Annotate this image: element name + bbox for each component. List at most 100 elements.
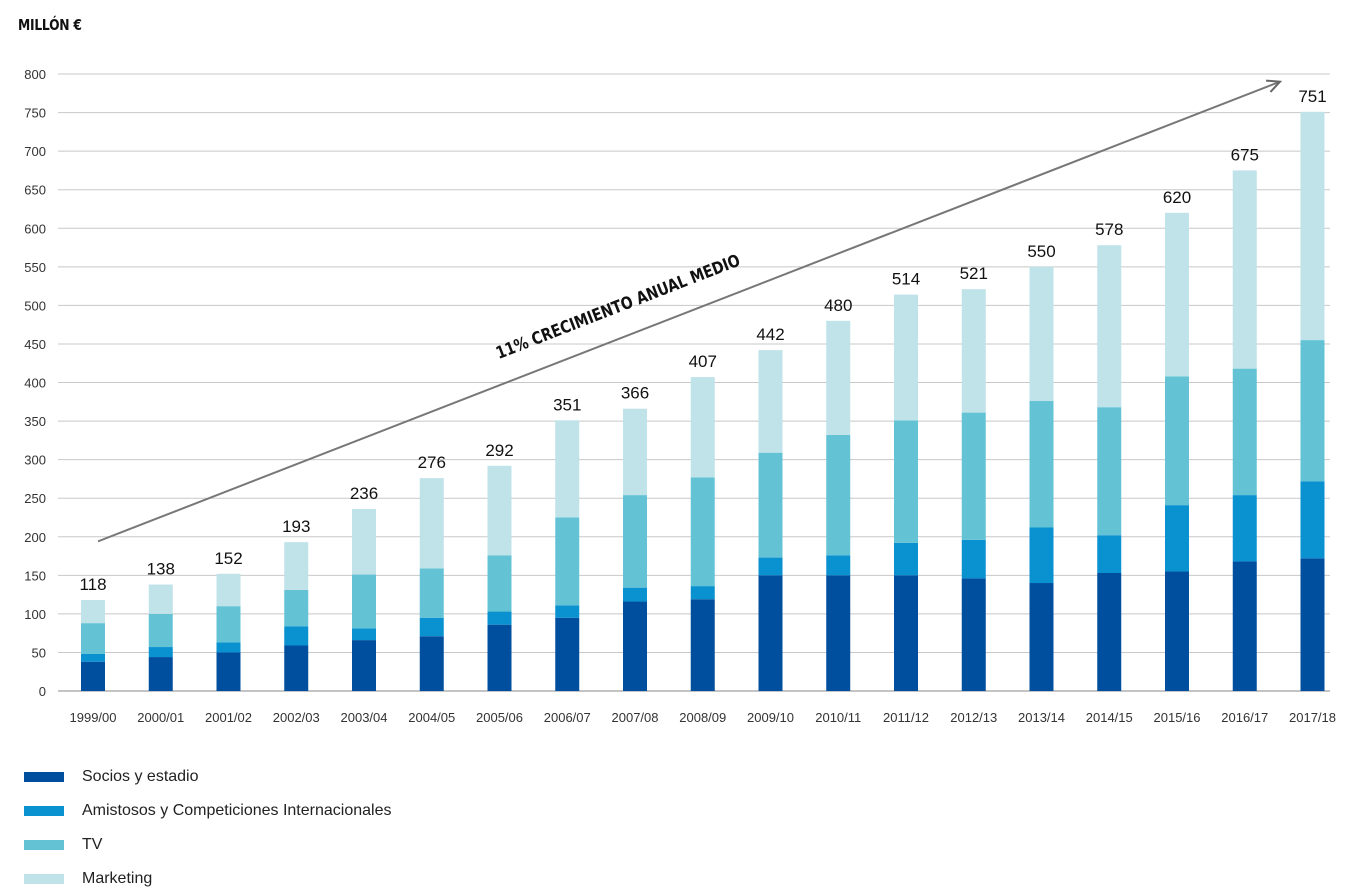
arrow-line [97, 80, 1281, 543]
legend-item: Marketing [24, 862, 391, 896]
legend-swatch [24, 772, 64, 782]
bar-segment [487, 465, 512, 556]
y-tick-label: 0 [39, 684, 46, 699]
bar-segment [690, 586, 715, 600]
y-tick-label: 600 [24, 221, 46, 236]
bar-segment [623, 587, 647, 602]
y-tick-label: 500 [24, 298, 46, 313]
bar-segment [1097, 245, 1122, 408]
bar-segment [284, 645, 309, 691]
bar-segment [284, 626, 309, 646]
bar-segment [419, 636, 444, 691]
total-label: 578 [1095, 220, 1123, 239]
bar-segment [352, 508, 376, 575]
bar-segment [419, 617, 444, 637]
bar-segment [487, 624, 512, 691]
x-tick-label: 2017/18 [1289, 710, 1336, 725]
bar-segment [284, 589, 309, 627]
x-tick-label: 2007/08 [612, 710, 659, 725]
bar-segment [961, 578, 986, 691]
bar-segment [1300, 111, 1325, 341]
bar-segment [352, 640, 376, 691]
x-tick-label: 2009/10 [747, 710, 794, 725]
x-tick-label: 2016/17 [1221, 710, 1268, 725]
legend-swatch [24, 874, 64, 884]
bar-segment [623, 408, 647, 496]
bar-segment [826, 320, 851, 435]
bar-segment [961, 412, 986, 540]
bar-segment [894, 542, 918, 576]
bar-segment [690, 377, 715, 478]
legend: Socios y estadio Amistosos y Competicione… [24, 760, 391, 896]
y-axis-ticks: 0 50 100 150 200 250 300 350 400 450 500 550 600 650 7… [24, 67, 46, 699]
arrow-head [1265, 79, 1283, 93]
x-tick-label: 2013/14 [1018, 710, 1065, 725]
bar-segment [1165, 571, 1189, 691]
y-tick-label: 150 [24, 568, 46, 583]
y-tick-label: 300 [24, 453, 46, 468]
bar-segment [1232, 561, 1257, 691]
total-label: 138 [147, 560, 175, 579]
legend-label: Socios y estadio [82, 768, 199, 785]
x-tick-label: 2000/01 [137, 710, 184, 725]
bar-segment [81, 623, 105, 654]
bar-segment [826, 555, 851, 576]
x-tick-label: 2015/16 [1154, 710, 1201, 725]
y-tick-label: 700 [24, 144, 46, 159]
legend-label: Marketing [82, 870, 153, 887]
bar-segment [758, 575, 783, 691]
bar-segment [1300, 481, 1325, 559]
bar-segment [1165, 505, 1189, 572]
total-label: 351 [553, 395, 581, 414]
total-label: 442 [756, 325, 784, 344]
y-tick-label: 350 [24, 414, 46, 429]
total-label: 550 [1027, 242, 1055, 261]
x-tick-label: 2004/05 [408, 710, 455, 725]
bar-segment [487, 555, 512, 612]
bar-segment [1029, 266, 1054, 402]
bar-segment [1300, 558, 1325, 691]
legend-swatch [24, 840, 64, 850]
bar-segment [419, 478, 444, 569]
bar-segment [555, 605, 580, 618]
total-labels: 118 138 152 193 236 276 292 351 366 407 442 480 514 5… [79, 87, 1326, 594]
legend-item: Socios y estadio [24, 760, 391, 794]
y-tick-label: 550 [24, 260, 46, 275]
y-tick-label: 200 [24, 530, 46, 545]
total-label: 292 [485, 441, 513, 460]
bar-segment [555, 617, 580, 691]
x-tick-label: 2008/09 [679, 710, 726, 725]
bar-segment [758, 350, 783, 453]
bar-segment [487, 611, 512, 625]
bar-segment [690, 599, 715, 691]
bar-segment [623, 601, 647, 691]
total-label: 675 [1231, 145, 1259, 164]
bar-segment [1029, 527, 1054, 584]
bar-segment [81, 599, 105, 624]
bar-segment [1097, 407, 1122, 536]
total-label: 118 [79, 575, 106, 594]
y-tick-label: 450 [24, 337, 46, 352]
legend-label: Amistosos y Competiciones Internacionale… [82, 802, 392, 819]
bar-segment [352, 628, 376, 641]
bar-segment [1165, 212, 1189, 377]
x-tick-label: 2006/07 [544, 710, 591, 725]
bar-segment [1029, 583, 1054, 691]
bar-segment [1232, 495, 1257, 562]
bar-segment [1300, 340, 1325, 482]
bar-segment [690, 477, 715, 587]
bar-segment [216, 652, 241, 691]
bar-segment [419, 568, 444, 618]
x-tick-label: 2012/13 [950, 710, 997, 725]
total-label: 276 [418, 453, 446, 472]
total-label: 521 [960, 264, 988, 283]
y-axis-title: MILLÓN € [18, 16, 82, 34]
total-label: 751 [1298, 87, 1326, 106]
y-tick-label: 800 [24, 67, 46, 82]
bar-segment [961, 539, 986, 579]
bar-segment [1165, 376, 1189, 506]
bar-segment [758, 452, 783, 558]
growth-annotation: 11% CRECIMIENTO ANUAL MEDIO [493, 251, 743, 364]
x-tick-label: 2014/15 [1086, 710, 1133, 725]
